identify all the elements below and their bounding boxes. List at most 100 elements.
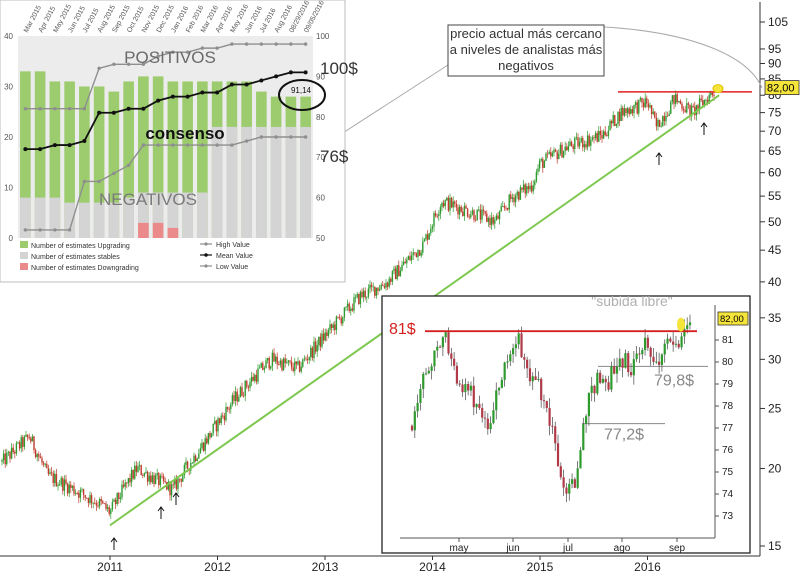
- analyst-point-mean-value: [229, 82, 234, 87]
- legend-low: Low Value: [216, 264, 248, 271]
- main-arrow-head: [172, 492, 180, 498]
- main-candle-body: [6, 452, 8, 465]
- main-candle-body: [17, 442, 19, 444]
- main-candle-body: [382, 284, 384, 286]
- main-candle-body: [452, 201, 454, 208]
- main-candle-body: [250, 376, 253, 382]
- zoom-x-tick-label: jul: [562, 543, 573, 554]
- main-candle-body: [130, 469, 133, 483]
- main-candle-body: [375, 287, 378, 296]
- main-candle-body: [642, 102, 645, 108]
- main-candle-body: [657, 119, 659, 127]
- main-candle-body: [215, 420, 218, 432]
- main-candle-body: [588, 135, 590, 146]
- main-candle-body: [316, 345, 318, 352]
- main-candle-body: [366, 296, 368, 298]
- main-candle-body: [218, 418, 221, 424]
- zoom-candle-body: [627, 353, 630, 373]
- main-candle-body: [538, 160, 541, 169]
- main-candle-body: [234, 391, 237, 401]
- analyst-bar-stables: [167, 192, 179, 238]
- main-candle-body: [372, 286, 374, 288]
- main-candle-body: [18, 442, 21, 449]
- main-candle-body: [78, 493, 80, 498]
- main-candle-body: [338, 317, 341, 319]
- zoom-candle-body: [559, 466, 562, 478]
- legend-dot-low: [204, 264, 208, 268]
- main-candle-body: [479, 209, 482, 220]
- zoom-candle-body: [570, 479, 574, 484]
- analyst-point-high-value: [82, 107, 87, 111]
- main-candle-body: [593, 137, 595, 139]
- zoom-x-tick-label: may: [450, 543, 469, 554]
- main-candle-body: [58, 484, 61, 486]
- label-negativos: NEGATIVOS: [99, 190, 197, 209]
- main-candle-body: [298, 361, 301, 372]
- main-candle-body: [609, 120, 611, 131]
- main-candle-body: [159, 475, 162, 486]
- main-candle-body: [346, 303, 349, 307]
- main-candle-body: [340, 317, 342, 324]
- main-candle-body: [14, 452, 16, 454]
- main-candle-body: [329, 324, 331, 330]
- main-candle-body: [119, 497, 122, 499]
- main-candle-body: [265, 360, 267, 369]
- legend-swatch-downgrading: [20, 263, 28, 270]
- zoom-candle-body: [500, 379, 503, 388]
- main-candle-body: [567, 145, 570, 151]
- main-candle-body: [236, 391, 238, 402]
- main-candle-body: [706, 99, 709, 104]
- zoom-candle-body: [576, 468, 579, 488]
- legend-upgrading: Number of estimates Upgrading: [31, 243, 130, 250]
- main-candle-body: [289, 360, 291, 362]
- main-candle-body: [463, 205, 466, 217]
- analyst-point-mean-value: [244, 82, 249, 87]
- main-candle-body: [302, 359, 304, 367]
- analyst-bar-stables: [182, 192, 193, 238]
- analyst-bar-upgrading: [34, 71, 46, 238]
- main-candle-body: [455, 203, 458, 208]
- main-candle-body: [89, 495, 91, 504]
- main-candle-body: [103, 503, 106, 505]
- main-candle-body: [252, 376, 254, 381]
- main-candle-body: [73, 485, 75, 494]
- label-high-value: 100$: [320, 59, 358, 78]
- main-candle-body: [38, 454, 40, 457]
- analyst-point-low-value: [289, 135, 293, 139]
- zoom-panel: [381, 295, 751, 554]
- zoom-candle-body: [542, 400, 546, 402]
- main-candle-body: [566, 146, 568, 151]
- main-candle-body: [76, 492, 78, 494]
- main-candle-body: [322, 333, 325, 341]
- main-candle-body: [431, 226, 434, 229]
- zoom-candle-body: [624, 353, 627, 368]
- main-candle-body: [194, 455, 197, 461]
- zoom-candle-body: [441, 337, 444, 348]
- main-x-tick-label: 2011: [97, 560, 123, 574]
- main-candle-body: [10, 447, 13, 459]
- main-candle-body: [417, 250, 419, 258]
- main-candle-body: [129, 477, 131, 483]
- main-candle-body: [39, 456, 42, 459]
- main-candle-body: [263, 368, 266, 370]
- main-candle-body: [145, 471, 147, 473]
- main-candle-body: [378, 289, 381, 291]
- main-candle-body: [214, 420, 216, 424]
- analyst-point-high-value: [67, 107, 72, 111]
- zoom-candle-body: [540, 378, 543, 401]
- main-candle-body: [193, 455, 195, 463]
- main-candle-body: [516, 191, 518, 196]
- analyst-point-mean-value: [111, 110, 116, 115]
- zoom-y-tick-label: 73: [722, 511, 734, 522]
- main-candle-body: [484, 211, 486, 214]
- main-candle-body: [351, 308, 354, 311]
- zoom-candle-body: [660, 354, 664, 365]
- main-y-tick-label: 30: [768, 352, 782, 366]
- main-candle-body: [625, 108, 627, 114]
- main-candle-body: [420, 252, 422, 256]
- main-candle-body: [558, 153, 560, 160]
- analyst-left-tick-label: 0: [9, 234, 14, 243]
- main-candle-body: [433, 213, 435, 227]
- analyst-right-tick-label: 100: [316, 32, 330, 41]
- analyst-point-high-value: [156, 54, 160, 58]
